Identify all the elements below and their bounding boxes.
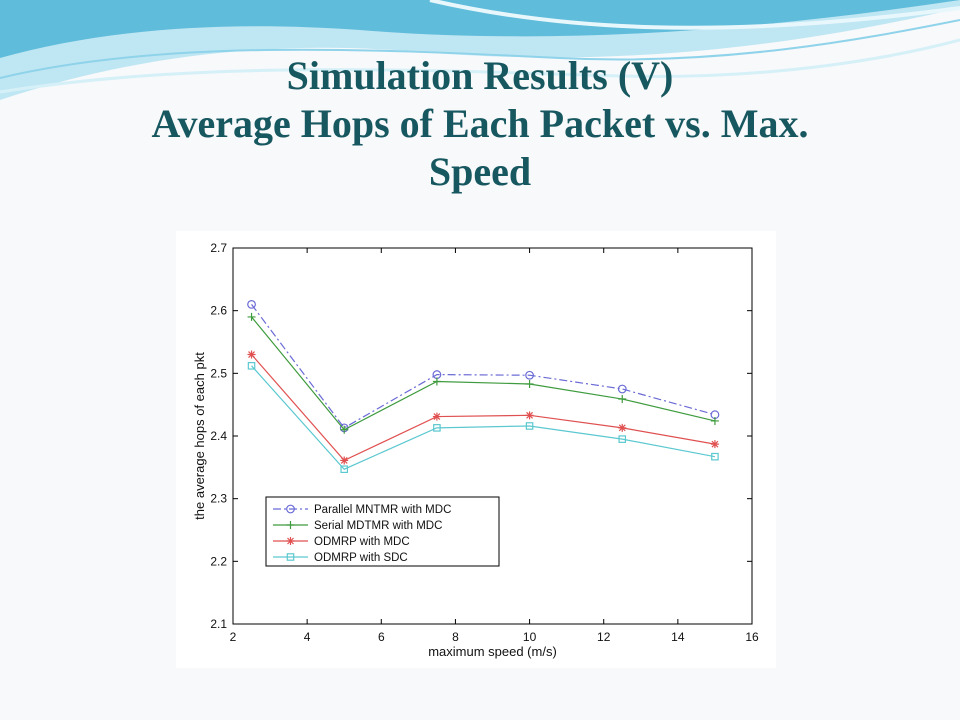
x-tick-label: 6 [378, 630, 385, 644]
chart-image-frame: 2 4 6 8 10 12 14 16 2.1 2.2 2.3 2.4 2.5 2.6 2.7 Parall… [176, 231, 776, 668]
header-wave-decoration [0, 0, 960, 100]
legend-entry: Parallel MNTMR with MDC [273, 504, 451, 516]
data-point [711, 452, 719, 461]
slide-title-line-2: Average Hops of Each Packet vs. Max. [151, 101, 809, 146]
data-point [618, 395, 627, 404]
series-lines [247, 299, 720, 474]
x-tick-label: 2 [230, 630, 237, 644]
legend-marker [286, 521, 295, 529]
data-point [247, 362, 256, 370]
legend-box [265, 496, 500, 567]
y-tick-label: 2.2 [210, 554, 227, 568]
x-tick-label: 8 [452, 630, 459, 644]
line-chart: 2 4 6 8 10 12 14 16 2.1 2.2 2.3 2.4 2.5 2.6 2.7 Parall… [192, 241, 759, 659]
data-point [618, 435, 627, 443]
axis-ticks: 2 4 6 8 10 12 14 16 2.1 2.2 2.3 2.4 2.5 2.6 2.7 [210, 241, 759, 644]
legend-marker [286, 504, 295, 514]
data-point [432, 412, 441, 421]
x-tick-label: 10 [523, 630, 537, 644]
series-line [251, 316, 716, 431]
y-tick-label: 2.7 [210, 241, 227, 255]
legend-label: ODMRP with MDC [314, 536, 410, 548]
y-tick-label: 2.1 [210, 617, 227, 631]
legend-label: Parallel MNTMR with MDC [314, 504, 451, 516]
y-axis-label: the average hops of each pkt [192, 352, 207, 520]
x-tick-label: 14 [671, 630, 685, 644]
data-point [710, 416, 719, 425]
data-point [433, 424, 441, 432]
legend-entry: ODMRP with SDC [273, 552, 408, 564]
series-3 [247, 350, 719, 465]
series-4 [247, 362, 719, 474]
data-point [710, 440, 719, 449]
legend-marker [286, 553, 295, 561]
data-point [525, 411, 534, 420]
data-point [340, 456, 349, 465]
series-2 [247, 312, 719, 434]
y-tick-label: 2.6 [210, 304, 227, 318]
series-line [251, 304, 716, 429]
slide-title-line-3: Speed [428, 149, 532, 194]
legend-marker [286, 537, 295, 545]
slide-title-line-1: Simulation Results (V) [286, 53, 674, 98]
data-point [525, 422, 534, 430]
data-point [247, 350, 256, 359]
legend-entry: Serial MDTMR with MDC [273, 520, 442, 532]
legend-entry: ODMRP with MDC [273, 536, 410, 548]
legend-label: Serial MDTMR with MDC [314, 520, 442, 532]
series-line [251, 354, 716, 462]
legend-label: ODMRP with SDC [314, 552, 408, 564]
x-tick-label: 16 [745, 630, 759, 644]
plot-area [232, 247, 753, 625]
x-tick-label: 4 [304, 630, 311, 644]
y-tick-label: 2.4 [210, 429, 227, 443]
data-point [525, 379, 534, 388]
slide-title: Simulation Results (V) Average Hops of E… [40, 52, 920, 196]
data-point [247, 312, 256, 321]
data-point [340, 425, 349, 434]
y-tick-label: 2.3 [210, 492, 227, 506]
data-point [617, 384, 627, 394]
data-point [432, 377, 441, 386]
data-point [247, 299, 256, 309]
y-tick-label: 2.5 [210, 366, 227, 380]
data-point [525, 370, 534, 380]
data-point [618, 423, 627, 432]
x-axis-label: maximum speed (m/s) [428, 644, 557, 659]
legend: Parallel MNTMR with MDC Serial MDTMR with… [265, 496, 500, 567]
x-tick-label: 12 [597, 630, 611, 644]
series-line [251, 365, 716, 470]
data-point [340, 465, 349, 474]
